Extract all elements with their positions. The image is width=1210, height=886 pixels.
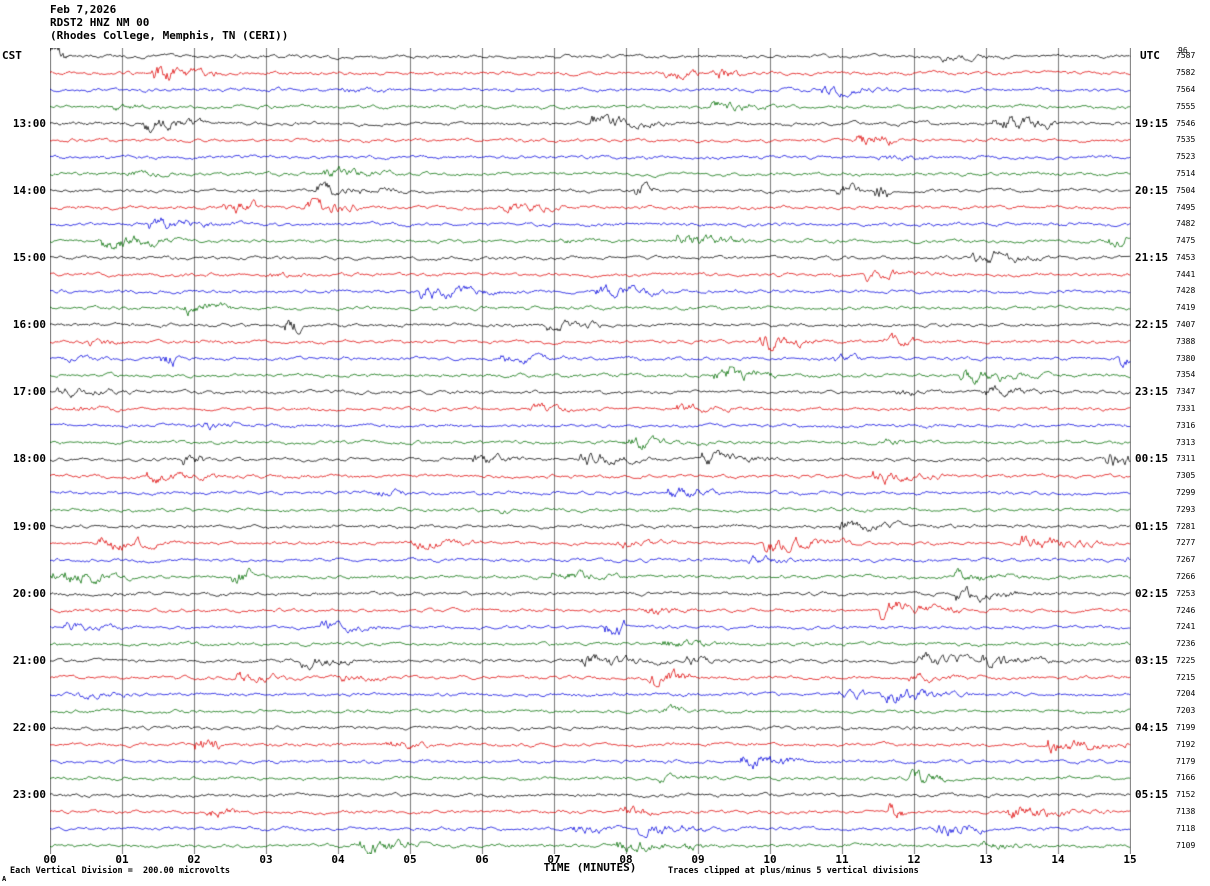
trace-id: 7475 [1176, 236, 1196, 246]
left-time-label: 16:00 [12, 318, 46, 332]
trace-id: 7305 [1176, 471, 1196, 481]
right-timezone-label: UTC [1140, 49, 1160, 62]
trace-id: 7192 [1176, 739, 1196, 749]
right-time-label: 20:15 [1135, 183, 1169, 197]
left-time-label: 15:00 [12, 250, 46, 264]
x-tick-label: 02 [187, 853, 201, 866]
trace-id: 7241 [1176, 622, 1196, 632]
trace-id: 7246 [1176, 605, 1196, 615]
left-time-label: 19:00 [12, 519, 46, 533]
x-tick-label: 01 [115, 853, 129, 866]
trace-id: 7587 [1176, 51, 1196, 61]
trace-id: 7535 [1176, 135, 1196, 145]
trace-id: 7203 [1176, 706, 1196, 716]
x-tick-label: 06 [475, 853, 489, 866]
trace-id: 7546 [1176, 118, 1196, 128]
x-tick-label: 14 [1051, 853, 1065, 866]
left-time-label: 22:00 [12, 721, 46, 735]
trace-id: 7582 [1176, 68, 1196, 78]
trace-id: 7428 [1176, 286, 1196, 296]
trace-id: 7504 [1176, 185, 1196, 195]
trace-id: 7166 [1176, 773, 1196, 783]
x-tick-label: 13 [979, 853, 993, 866]
trace-id: 7266 [1176, 571, 1196, 581]
x-tick-label: 05 [403, 853, 417, 866]
trace-id: 7331 [1176, 404, 1196, 414]
trace-id: 7204 [1176, 689, 1196, 699]
top-right-scale-number: 96 [1178, 46, 1188, 55]
x-tick-label: 08 [619, 853, 633, 866]
trace-id: 7482 [1176, 219, 1196, 229]
trace-id: 7109 [1176, 840, 1196, 850]
trace-id: 7277 [1176, 538, 1196, 548]
trace-id: 7236 [1176, 639, 1196, 649]
x-tick-label: 07 [547, 853, 561, 866]
trace-id: 7253 [1176, 588, 1196, 598]
left-time-label: 17:00 [12, 385, 46, 399]
left-time-label: 23:00 [12, 788, 46, 802]
trace-id: 7225 [1176, 655, 1196, 665]
trace-id: 7564 [1176, 84, 1196, 94]
trace-id: 7199 [1176, 723, 1196, 733]
trace-id: 7267 [1176, 555, 1196, 565]
trace-id: 7514 [1176, 168, 1196, 178]
trace-id: 7523 [1176, 152, 1196, 162]
trace-id: 7316 [1176, 420, 1196, 430]
right-time-label: 03:15 [1135, 653, 1169, 667]
footer-clip-note: Traces clipped at plus/minus 5 vertical … [668, 866, 919, 876]
left-time-label: 21:00 [12, 653, 46, 667]
trace-id: 7419 [1176, 303, 1196, 313]
left-time-label: 18:00 [12, 452, 46, 466]
right-time-label: 05:15 [1135, 788, 1169, 802]
trace-id: 7388 [1176, 336, 1196, 346]
right-time-label: 01:15 [1135, 519, 1169, 533]
right-time-label: 22:15 [1135, 318, 1169, 332]
trace-id: 7293 [1176, 504, 1196, 514]
x-tick-label: 03 [259, 853, 273, 866]
x-tick-label: 04 [331, 853, 345, 866]
trace-id: 7311 [1176, 454, 1196, 464]
trace-id: 7313 [1176, 437, 1196, 447]
trace-id: 7555 [1176, 101, 1196, 111]
trace-id: 7152 [1176, 790, 1196, 800]
trace-id: 7380 [1176, 353, 1196, 363]
left-time-label: 14:00 [12, 183, 46, 197]
trace-id: 7495 [1176, 202, 1196, 212]
header-location: (Rhodes College, Memphis, TN (CERI)) [50, 29, 289, 42]
corner-mark: A [2, 875, 7, 883]
seismogram-traces-canvas [50, 48, 1131, 854]
footer-scale-note: Each Vertical Division = 200.00 microvol… [10, 866, 231, 876]
trace-id: 7347 [1176, 387, 1196, 397]
trace-id: 7281 [1176, 521, 1196, 531]
trace-id: 7407 [1176, 320, 1196, 330]
trace-id: 7179 [1176, 756, 1196, 766]
right-time-label: 00:15 [1135, 452, 1169, 466]
plot-header: Feb 7,2026 RDST2 HNZ NM 00 (Rhodes Colle… [50, 3, 288, 42]
trace-id: 7118 [1176, 823, 1196, 833]
left-time-label: 20:00 [12, 586, 46, 600]
right-time-label: 21:15 [1135, 250, 1169, 264]
right-time-label: 19:15 [1135, 116, 1169, 130]
x-tick-label: 09 [691, 853, 705, 866]
header-date: Feb 7,2026 [50, 3, 117, 16]
trace-id: 7453 [1176, 252, 1196, 262]
x-axis-title: TIME (MINUTES) [543, 861, 637, 874]
right-time-label: 02:15 [1135, 586, 1169, 600]
trace-id: 7138 [1176, 807, 1196, 817]
x-tick-label: 00 [43, 853, 57, 866]
right-time-label: 23:15 [1135, 385, 1169, 399]
x-tick-label: 10 [763, 853, 777, 866]
trace-id: 7441 [1176, 269, 1196, 279]
right-time-label: 04:15 [1135, 721, 1169, 735]
left-timezone-label: CST [2, 49, 22, 62]
trace-id: 7215 [1176, 672, 1196, 682]
trace-id: 7354 [1176, 370, 1196, 380]
x-tick-label: 15 [1123, 853, 1137, 866]
left-time-label: 13:00 [12, 116, 46, 130]
header-station: RDST2 HNZ NM 00 [50, 16, 150, 29]
trace-id: 7299 [1176, 487, 1196, 497]
x-tick-label: 12 [907, 853, 921, 866]
x-tick-label: 11 [835, 853, 849, 866]
